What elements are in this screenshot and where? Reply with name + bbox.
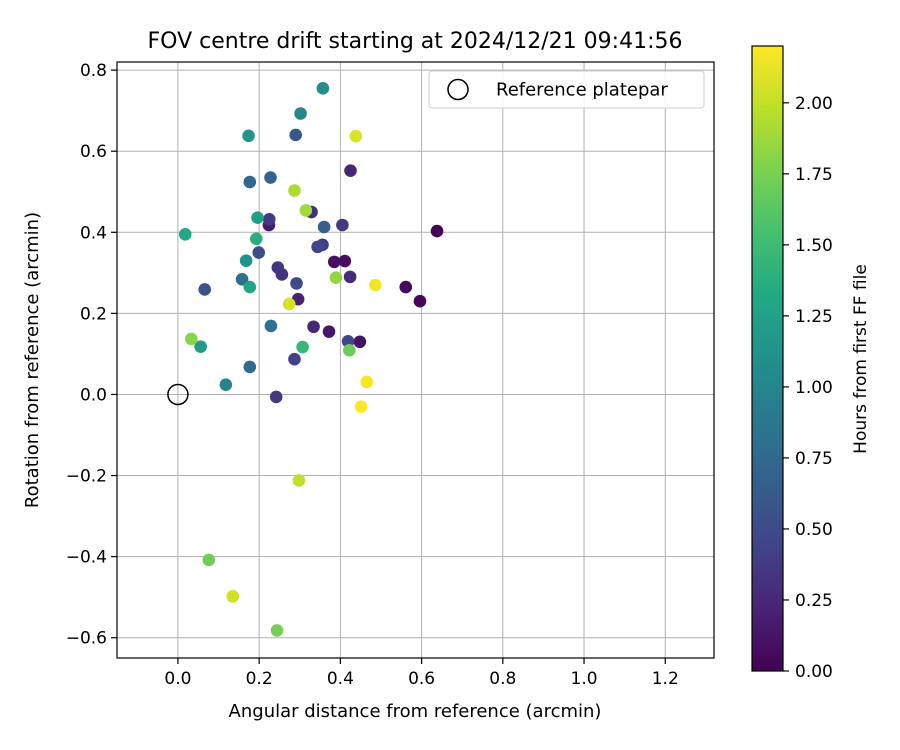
data-point [430,224,444,238]
data-point [344,164,357,177]
data-point [360,375,374,389]
data-point [289,128,302,142]
y-tick-label: 0.2 [80,304,107,324]
data-point [243,175,257,189]
data-point [294,107,307,120]
colorbar-tick-label: 2.00 [795,94,833,114]
colorbar-tick-label: 0.75 [795,449,833,469]
data-point [185,332,198,346]
plot-frame [116,61,715,659]
y-tick-label: 0.8 [80,61,107,81]
colorbar-tick-label: 1.50 [795,236,833,256]
data-point [242,129,255,143]
colorbar-tick-label: 1.75 [795,165,833,185]
colorbar-tick-label: 0.25 [795,591,833,611]
data-point [292,474,306,487]
data-point [353,335,367,349]
x-tick-label: 0.2 [246,669,273,689]
colorbar-tick-label: 0.50 [795,520,833,540]
y-tick-label: 0.4 [80,223,107,243]
data-point [264,171,277,184]
data-point [194,340,207,353]
data-point [343,343,356,357]
y-tick-label: −0.2 [66,467,107,487]
x-tick-label: 1.0 [571,669,598,689]
data-point [299,204,313,217]
colorbar-tick-label: 1.25 [795,307,833,327]
y-axis-ticks: −0.6 −0.4 −0.2 0.0 0.2 0.4 0.6 0.8 [66,61,117,649]
data-point [413,294,427,308]
data-point [327,255,341,269]
legend: Reference platepar [428,70,705,109]
data-point [262,213,276,226]
data-point [249,232,263,246]
reference-platepar-marker [167,383,189,406]
data-point [290,277,303,290]
data-point [202,553,216,567]
data-point [329,271,343,284]
x-axis-label: Angular distance from reference (arcmin) [229,701,602,722]
colorbar-tick-label: 1.00 [795,378,833,398]
x-tick-label: 0.6 [408,669,435,689]
data-point [336,218,349,232]
legend-reference-marker [447,78,469,101]
data-point [235,273,249,286]
data-point [264,319,278,333]
colorbar-ticks: 0.00 0.25 0.50 0.75 1.00 1.25 1.50 1.75 2.00 [783,94,833,682]
legend-box [428,70,705,109]
data-point [269,390,283,404]
data-point [368,278,382,292]
data-point [239,254,253,267]
data-point [270,624,284,637]
grid [117,62,714,658]
reference-marker-layer [167,383,189,406]
y-tick-label: −0.6 [66,629,107,649]
data-point [243,280,257,294]
data-point [343,270,357,284]
data-point [282,297,296,311]
data-point [226,590,240,603]
y-tick-label: 0.6 [80,142,107,162]
data-point [288,184,301,197]
y-tick-label: 0.0 [80,385,107,405]
chart-title: FOV centre drift starting at 2024/12/21 … [148,29,683,54]
legend-label: Reference platepar [496,80,668,101]
data-point [322,325,336,338]
data-point [354,400,368,413]
data-point [243,360,257,374]
data-point [198,283,212,296]
colorbar: 0.00 0.25 0.50 0.75 1.00 1.25 1.50 1.75 2.00 Hou… [751,45,871,682]
data-point [296,340,309,354]
x-tick-label: 0.8 [489,669,516,689]
colorbar-tick-label: 0.00 [795,662,833,682]
data-point [219,378,233,392]
data-point [178,228,192,241]
data-point [349,129,363,143]
x-tick-label: 1.2 [652,669,679,689]
x-tick-label: 0.4 [327,669,354,689]
data-point [399,280,413,294]
data-point [251,211,264,224]
data-point [316,82,330,95]
data-point [317,220,331,234]
x-axis-ticks: 0.0 0.2 0.4 0.6 0.8 1.0 1.2 [164,658,679,689]
colorbar-label: Hours from first FF file [851,264,871,454]
data-point [338,254,352,268]
data-point [271,261,285,274]
data-point [252,246,266,259]
data-points [178,82,444,637]
data-point [307,320,320,334]
data-point [288,352,301,366]
data-point [311,240,324,254]
x-tick-label: 0.0 [164,669,191,689]
y-axis-label: Rotation from reference (arcmin) [22,212,43,508]
y-tick-label: −0.4 [66,548,107,568]
colorbar-gradient [751,45,784,672]
